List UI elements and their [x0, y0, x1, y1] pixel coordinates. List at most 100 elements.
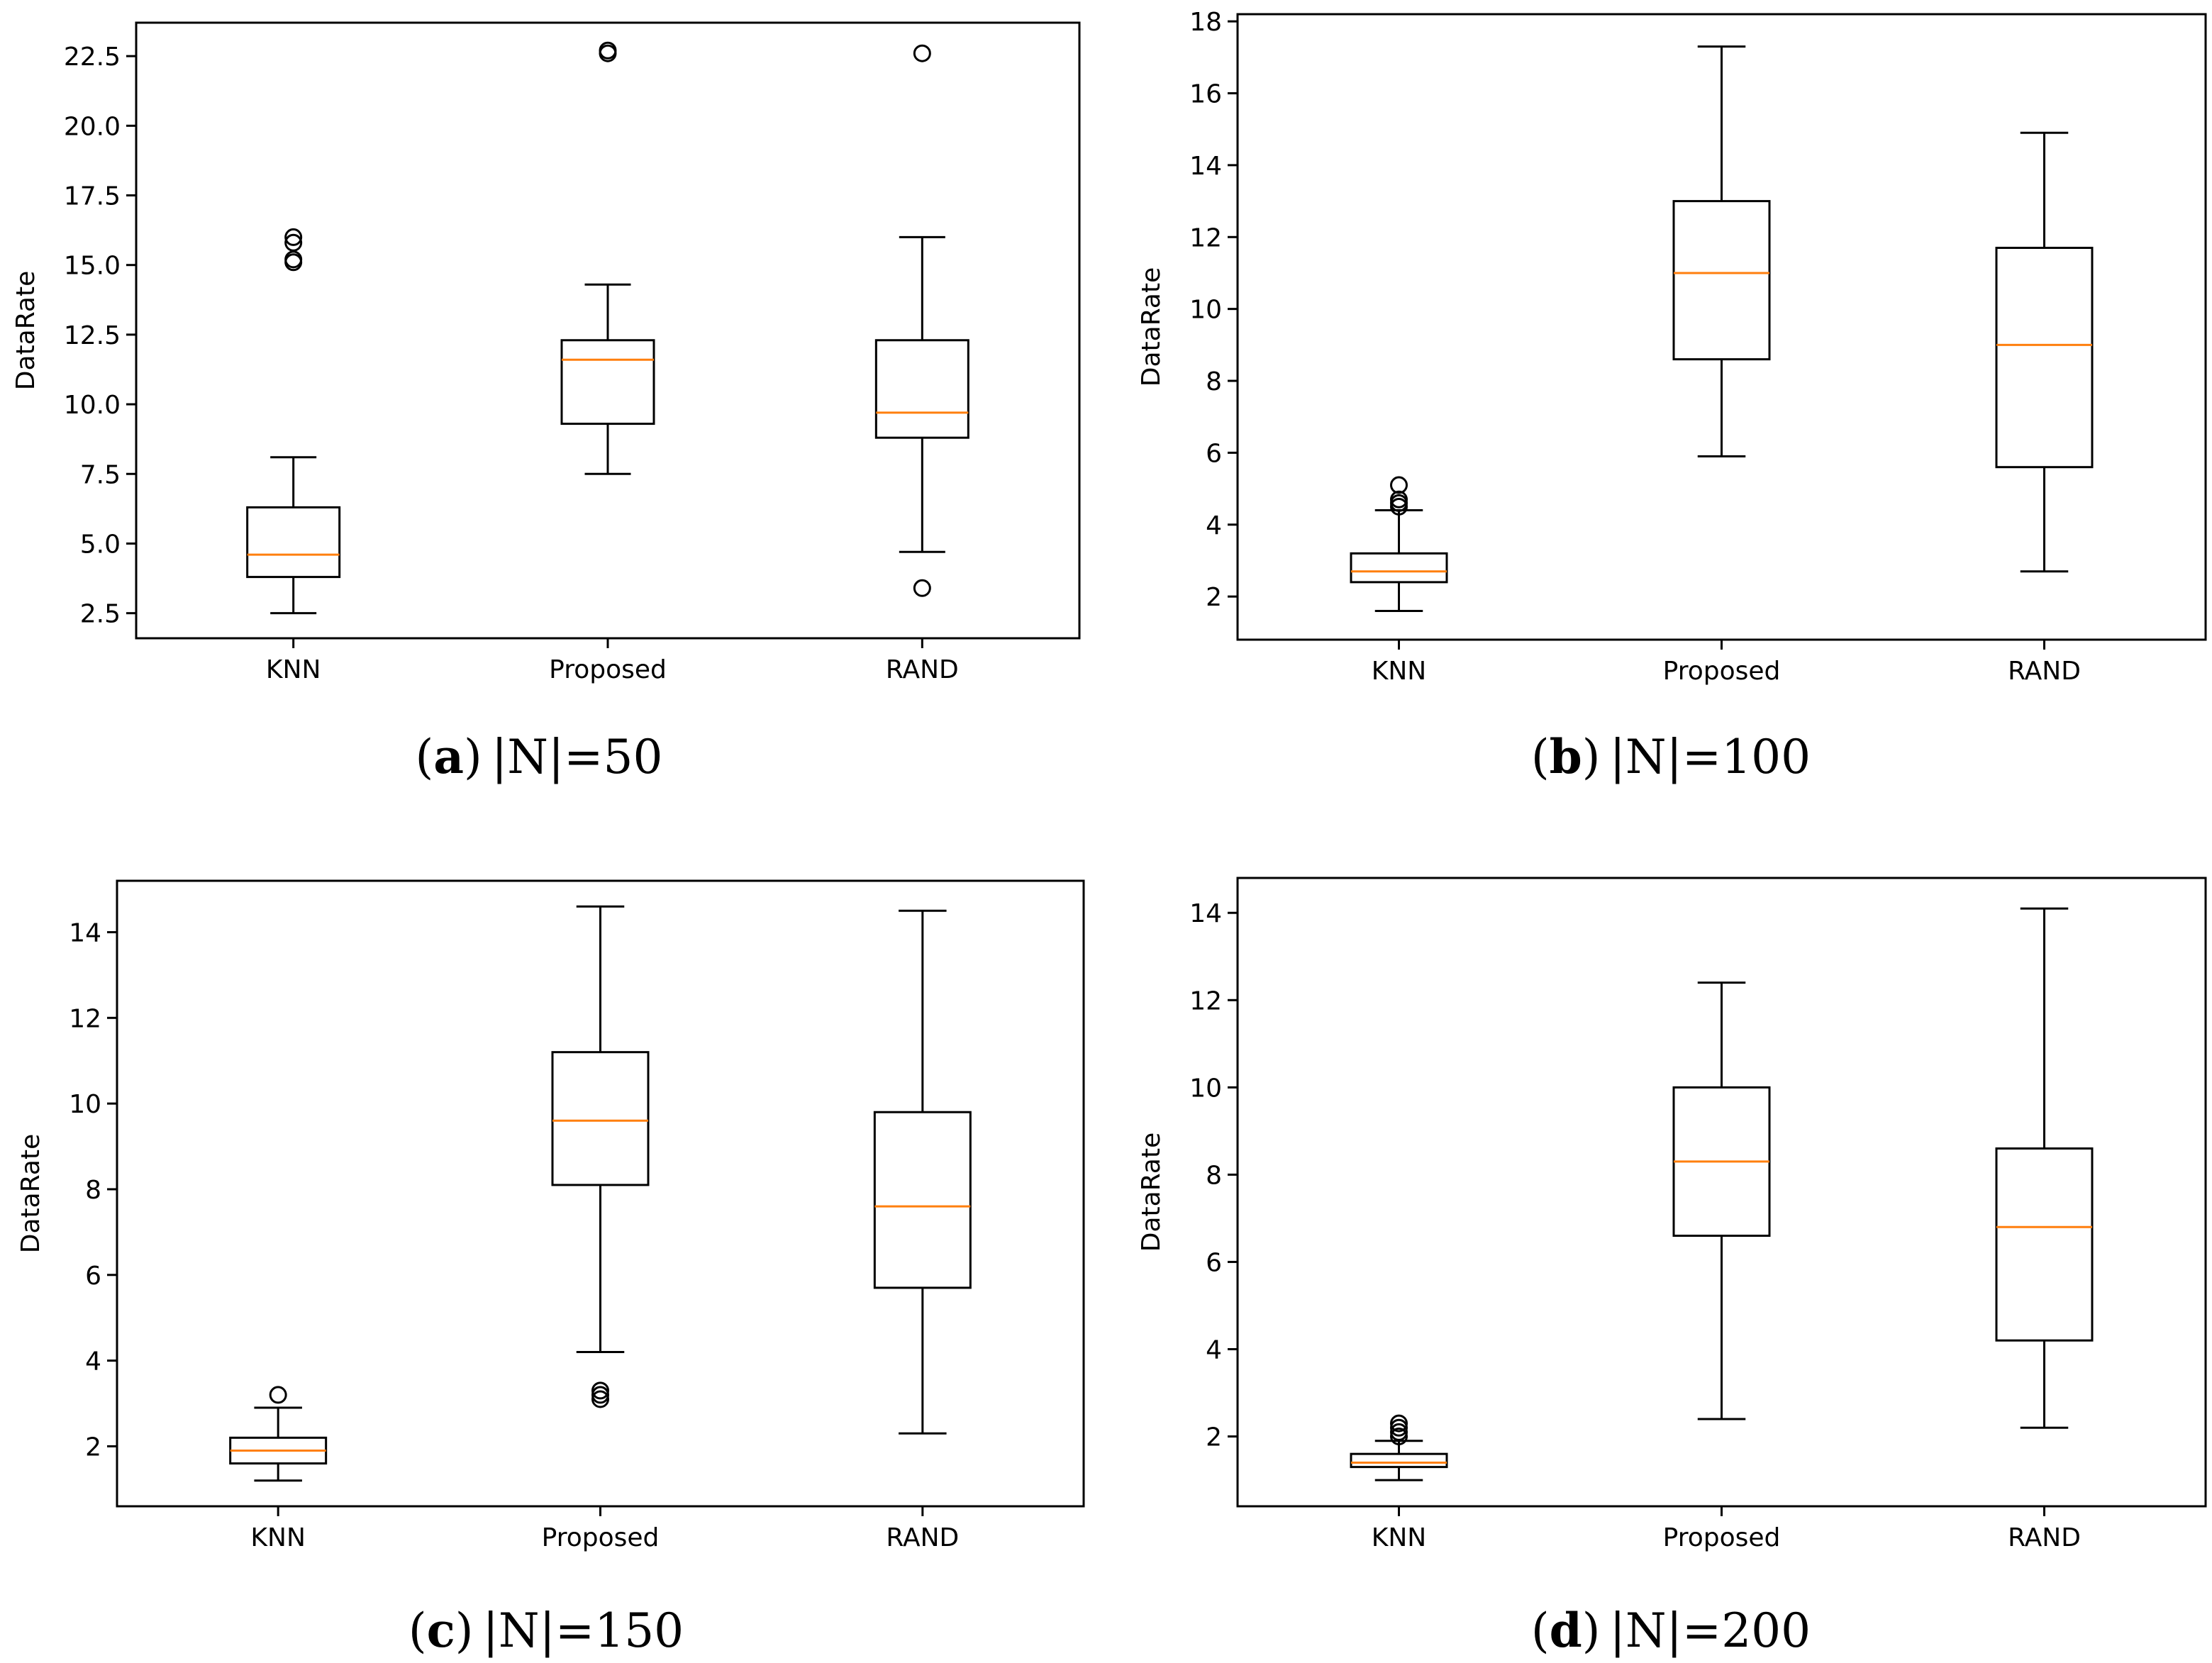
outlier-point: [591, 1390, 609, 1408]
outlier-point: [913, 44, 931, 62]
iqr-box: [1350, 552, 1448, 584]
box-proposed: [560, 41, 655, 475]
x-tick-label: RAND: [2008, 1523, 2081, 1552]
y-tick-label: 5.0: [80, 530, 121, 559]
y-tick-label: 8: [1206, 367, 1222, 396]
caption-b-letter: b: [1550, 729, 1582, 784]
plot-area-a: 2.5 5.0 7.5 10.0 12.5 15.0 17.5 20.0 22.5 DataRat…: [11, 21, 1081, 684]
y-tick-label: 10: [1189, 1074, 1222, 1103]
panel-b: 2 4 6 8 10 12 14 16 18 DataRate KNN Proposed RAND (b…: [1137, 8, 2207, 784]
y-tick-label: 12: [69, 1004, 101, 1033]
y-tick-label: 4: [1206, 1336, 1222, 1365]
iqr-box: [1995, 246, 2094, 469]
caption-a: (a) |N|=50: [416, 729, 663, 784]
box-rand: [1995, 131, 2094, 573]
outlier-point: [1390, 1423, 1408, 1441]
x-tick-label: RAND: [886, 1523, 959, 1552]
x-tick-label: KNN: [266, 655, 321, 684]
plot-area-d: 2 4 6 8 10 12 14 DataRate KNN Proposed RAND: [1137, 877, 2207, 1552]
y-tick-label: 10: [1189, 296, 1222, 325]
outlier-point: [1390, 490, 1408, 508]
caption-c: (c) |N|=150: [409, 1603, 684, 1658]
x-tick-label: Proposed: [542, 1523, 660, 1552]
caption-c-suffix: ): [455, 1603, 474, 1658]
y-axis-label: DataRate: [11, 271, 40, 391]
y-tick-label: 2: [1206, 1423, 1222, 1452]
outlier-point: [1390, 1418, 1408, 1437]
outlier-point: [284, 233, 303, 252]
x-tick-label: Proposed: [1663, 1523, 1781, 1552]
y-tick-label: 10: [69, 1090, 101, 1119]
iqr-box: [551, 1051, 650, 1186]
y-axis-label: DataRate: [1137, 1133, 1166, 1252]
caption-b-prefix: (: [1531, 730, 1550, 784]
y-tick-label: 10.0: [64, 391, 121, 420]
y-tick-label: 2: [85, 1433, 101, 1462]
caption-d: (d) |N|=200: [1531, 1603, 1811, 1658]
x-tick-label: KNN: [1372, 1523, 1426, 1552]
x-tick-label: KNN: [1372, 657, 1426, 686]
caption-b-value: |N|=100: [1600, 730, 1811, 784]
box-proposed: [1672, 981, 1771, 1420]
outlier-point: [591, 1381, 609, 1400]
y-tick-label: 20.0: [64, 112, 121, 141]
x-tick-label: RAND: [886, 655, 959, 684]
caption-a-suffix: ): [464, 730, 482, 784]
outlier-point: [599, 41, 617, 60]
caption-b-suffix: ): [1582, 730, 1601, 784]
iqr-box: [1995, 1147, 2094, 1342]
box-knn: [246, 228, 341, 615]
x-tick-label: KNN: [250, 1523, 305, 1552]
outlier-point: [269, 1386, 287, 1404]
x-tick-label: Proposed: [1663, 657, 1781, 686]
plot-area-b: 2 4 6 8 10 12 14 16 18 DataRate KNN Proposed RAND: [1137, 8, 2207, 686]
y-tick-label: 6: [1206, 1248, 1222, 1277]
plot-area-c: 2 4 6 8 10 12 14 DataRate KNN Proposed RAND: [16, 879, 1085, 1552]
outlier-point: [284, 250, 303, 269]
panel-d: 2 4 6 8 10 12 14 DataRate KNN Proposed RAND (d) |N…: [1137, 877, 2207, 1658]
y-tick-label: 4: [85, 1347, 101, 1376]
caption-c-value: |N|=150: [474, 1603, 684, 1658]
caption-a-value: |N|=50: [482, 730, 663, 784]
caption-b: (b) |N|=100: [1531, 729, 1811, 784]
y-tick-label: 22.5: [64, 43, 121, 72]
outlier-point: [591, 1386, 609, 1404]
outlier-point: [1390, 1428, 1408, 1446]
box-rand: [1995, 907, 2094, 1429]
outlier-point: [913, 579, 931, 597]
caption-d-value: |N|=200: [1600, 1603, 1811, 1658]
x-tick-label: RAND: [2008, 657, 2081, 686]
box-knn: [1350, 1414, 1448, 1481]
iqr-box: [873, 1111, 972, 1289]
iqr-box: [1350, 1452, 1448, 1469]
outlier-point: [1390, 1414, 1408, 1433]
y-tick-label: 12: [1189, 223, 1222, 252]
y-tick-label: 14: [1189, 899, 1222, 928]
iqr-box: [560, 339, 655, 426]
y-axis-label: DataRate: [16, 1134, 45, 1254]
y-tick-label: 18: [1189, 8, 1222, 37]
x-tick-label: Proposed: [549, 655, 667, 684]
y-tick-label: 7.5: [80, 460, 121, 489]
y-tick-label: 14: [69, 918, 101, 947]
box-rand: [873, 909, 972, 1435]
iqr-box: [246, 506, 341, 579]
y-tick-label: 6: [85, 1262, 101, 1291]
caption-d-suffix: ): [1582, 1603, 1601, 1658]
caption-c-prefix: (: [409, 1603, 427, 1658]
box-proposed: [1672, 45, 1771, 457]
y-axis-label: DataRate: [1137, 267, 1166, 387]
iqr-box: [874, 339, 969, 439]
y-tick-label: 14: [1189, 152, 1222, 181]
y-tick-label: 4: [1206, 511, 1222, 540]
box-knn: [1350, 476, 1448, 612]
y-tick-label: 17.5: [64, 182, 121, 211]
box-proposed: [551, 905, 650, 1408]
y-tick-label: 2.5: [80, 600, 121, 629]
caption-a-prefix: (: [416, 730, 434, 784]
box-knn: [229, 1386, 328, 1482]
y-tick-label: 12: [1189, 986, 1222, 1016]
y-tick-label: 12.5: [64, 321, 121, 350]
outlier-point: [1390, 476, 1408, 494]
